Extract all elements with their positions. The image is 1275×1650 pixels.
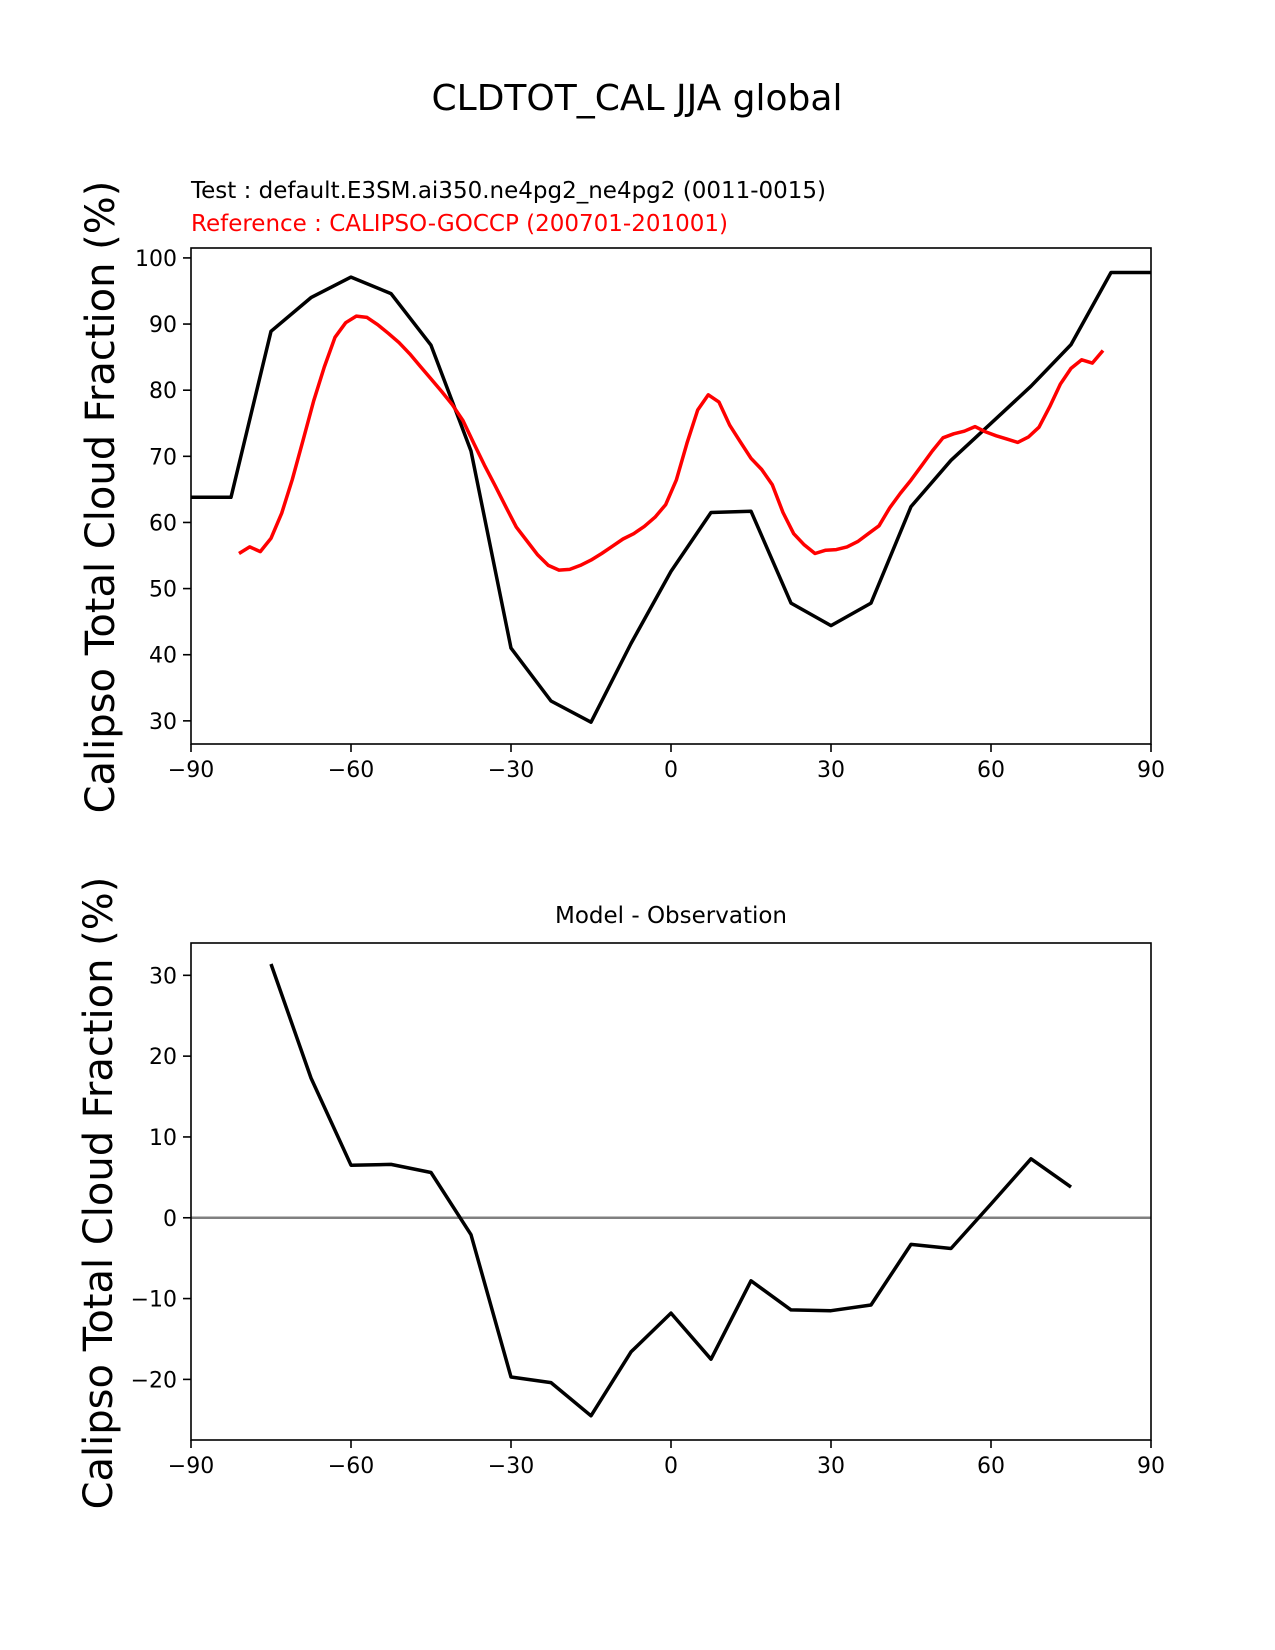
bottom-panel-series-1-line [269, 963, 1073, 1418]
bottom-panel-ytick-label: −20 [131, 1368, 177, 1393]
bottom-panel-ytick-label: 30 [149, 964, 177, 989]
bottom-panel-ytick-label: 0 [163, 1207, 177, 1232]
bottom-panel-ytick-label: −10 [131, 1288, 177, 1313]
bottom-panel-xtick-label: 60 [977, 1454, 1005, 1479]
top-panel-xtick-label: 30 [817, 758, 845, 783]
top-panel-ytick-label: 100 [135, 247, 177, 272]
top-panel-ytick-label: 80 [149, 379, 177, 404]
bottom-panel-frame [190, 942, 1152, 1441]
bottom-panel-xtick-label: −60 [328, 1454, 374, 1479]
bottom-panel-xtick-label: 30 [817, 1454, 845, 1479]
top-panel-ytick-label: 50 [149, 578, 177, 603]
top-panel-xtick-label: −30 [488, 758, 534, 783]
bottom-panel-ytick-label: 10 [149, 1126, 177, 1151]
top-panel-xtick-label: −60 [328, 758, 374, 783]
top-panel-test-title: Test : default.E3SM.ai350.ne4pg2_ne4pg2 … [190, 178, 826, 204]
top-panel-ytick-label: 90 [149, 313, 177, 338]
bottom-panel-ylabel: Calipso Total Cloud Fraction (%) [76, 877, 122, 1510]
figure-title: CLDTOT_CAL JJA global [432, 78, 843, 119]
bottom-panel-xtick-label: −90 [168, 1454, 214, 1479]
top-panel: Test : default.E3SM.ai350.ne4pg2_ne4pg2 … [78, 178, 1165, 813]
bottom-panel-xtick-label: 90 [1137, 1454, 1165, 1479]
bottom-panel-marks: −90 −60 −30 0 30 60 90 −20 −10 0 10 20 30 [131, 942, 1165, 1479]
top-panel-ytick-label: 60 [149, 511, 177, 536]
bottom-panel-ytick-label: 20 [149, 1045, 177, 1070]
top-panel-ylabel: Calipso Total Cloud Fraction (%) [78, 181, 124, 814]
bottom-panel-xtick-label: −30 [488, 1454, 534, 1479]
top-panel-marks: −90 −60 −30 0 30 60 90 30 40 50 60 70 80 90 100 [135, 247, 1165, 783]
top-panel-reference-title: Reference : CALIPSO-GOCCP (200701-201001… [191, 211, 728, 237]
top-panel-ytick-label: 30 [149, 710, 177, 735]
top-panel-xtick-label: −90 [168, 758, 214, 783]
top-panel-xtick-label: 90 [1137, 758, 1165, 783]
top-panel-ytick-label: 70 [149, 445, 177, 470]
bottom-panel-title: Model - Observation [555, 903, 787, 929]
top-panel-series-1-line [191, 270, 1151, 724]
bottom-panel-xtick-label: 0 [664, 1454, 678, 1479]
top-panel-xtick-label: 60 [977, 758, 1005, 783]
top-panel-ytick-label: 40 [149, 644, 177, 669]
top-panel-series-2-line [238, 314, 1105, 572]
bottom-panel: Model - Observation Calipso Total Cloud … [76, 877, 1165, 1510]
top-panel-xtick-label: 0 [664, 758, 678, 783]
